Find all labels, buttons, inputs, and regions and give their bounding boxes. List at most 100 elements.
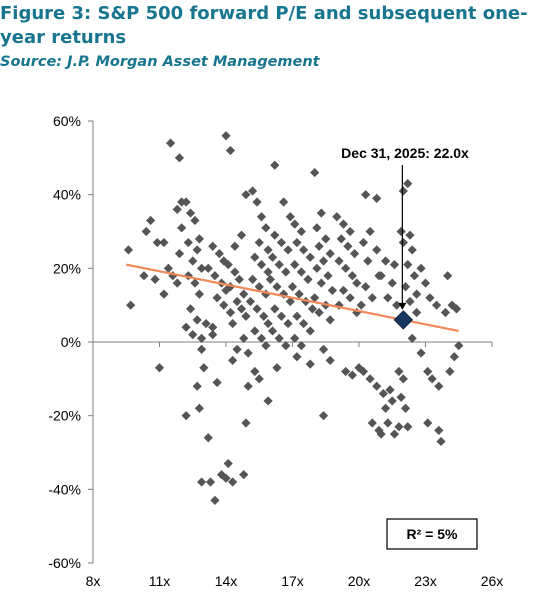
data-point: [292, 352, 302, 362]
data-point: [318, 344, 329, 354]
data-point: [381, 256, 391, 266]
data-point: [252, 197, 262, 207]
data-point: [294, 289, 304, 299]
x-tick-label: 20x: [348, 573, 371, 589]
data-point: [372, 245, 382, 255]
data-point: [219, 300, 229, 310]
data-point: [163, 263, 173, 273]
data-point: [152, 237, 162, 248]
data-point: [443, 271, 453, 281]
data-point: [261, 341, 271, 351]
data-point: [276, 237, 287, 248]
data-point: [287, 282, 298, 292]
data-point: [256, 212, 267, 222]
data-point: [265, 274, 275, 284]
data-point: [412, 289, 422, 299]
data-point: [358, 366, 369, 377]
data-point: [407, 333, 417, 343]
data-point: [431, 300, 442, 310]
data-point: [250, 326, 260, 336]
data-point: [174, 249, 185, 259]
data-point: [347, 271, 357, 281]
data-point: [385, 385, 395, 395]
data-point: [248, 274, 258, 284]
data-point: [272, 282, 282, 292]
data-point: [123, 245, 134, 255]
data-point: [436, 436, 446, 447]
data-point: [274, 333, 284, 343]
data-point: [316, 278, 326, 288]
data-point: [232, 344, 242, 354]
data-point: [267, 326, 278, 336]
data-point: [341, 366, 351, 377]
data-point: [321, 234, 331, 244]
data-point: [392, 300, 402, 310]
data-point: [261, 289, 271, 299]
data-point: [261, 223, 271, 233]
data-point: [383, 418, 393, 428]
data-point: [159, 237, 169, 248]
y-tick-label: 60%: [53, 113, 81, 129]
data-point: [298, 318, 309, 329]
data-point: [290, 333, 300, 343]
data-point: [228, 318, 238, 329]
x-tick-label: 17x: [281, 573, 304, 589]
data-point: [412, 307, 422, 318]
data-point: [267, 252, 278, 262]
data-point: [290, 219, 300, 229]
data-point: [236, 230, 247, 240]
data-point: [272, 363, 282, 373]
data-point: [383, 293, 393, 303]
data-point: [139, 271, 149, 281]
data-point: [318, 411, 329, 421]
highlight-group: Dec 31, 2025: 22.0x: [341, 145, 469, 330]
data-point: [361, 190, 371, 200]
data-point: [210, 271, 220, 281]
data-point: [425, 293, 435, 303]
data-point: [250, 252, 260, 262]
data-point: [194, 289, 204, 299]
data-point: [239, 333, 249, 343]
data-point: [154, 363, 165, 373]
data-point: [398, 186, 408, 196]
data-point: [197, 263, 207, 273]
data-point: [188, 256, 198, 266]
data-point: [405, 296, 415, 307]
data-point: [239, 470, 249, 480]
data-point: [332, 212, 342, 222]
data-point: [365, 374, 375, 384]
figure-source: Source: J.P. Morgan Asset Management: [0, 54, 320, 70]
data-point: [256, 333, 267, 343]
data-point: [234, 274, 244, 284]
data-point: [356, 300, 366, 310]
data-point: [279, 289, 289, 299]
data-point: [197, 333, 207, 343]
data-point: [208, 330, 218, 340]
data-point: [212, 377, 222, 388]
data-point: [281, 341, 291, 351]
data-point: [254, 374, 264, 384]
data-points: [123, 131, 464, 505]
data-point: [447, 300, 457, 310]
data-point: [394, 366, 404, 377]
data-point: [316, 208, 326, 218]
data-point: [285, 296, 295, 307]
data-point: [177, 223, 187, 233]
data-point: [314, 241, 324, 251]
data-point: [230, 241, 240, 251]
data-point: [126, 300, 136, 310]
data-point: [312, 223, 322, 233]
data-point: [398, 237, 408, 248]
data-point: [259, 311, 269, 321]
data-point: [296, 267, 306, 277]
data-point: [318, 256, 329, 266]
data-point: [403, 260, 413, 270]
data-point: [400, 282, 411, 292]
data-point: [434, 425, 444, 435]
data-point: [334, 300, 344, 310]
data-point: [396, 226, 406, 237]
data-point: [252, 304, 262, 314]
x-tick-label: 11x: [149, 573, 171, 589]
data-point: [263, 267, 273, 277]
data-point: [343, 241, 353, 251]
